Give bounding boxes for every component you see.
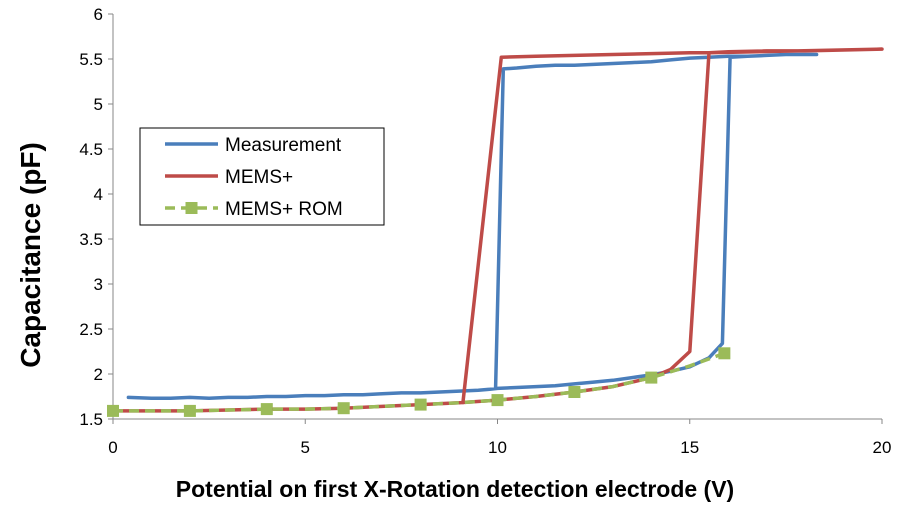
y-tick-label: 2.5	[79, 320, 103, 339]
x-axis-ticks: 0 5 10 15 20	[108, 419, 891, 457]
y-tick-label: 3.5	[79, 230, 103, 249]
data-point	[183, 404, 196, 417]
data-point	[414, 398, 427, 411]
y-tick-label: 3	[94, 275, 103, 294]
series-line-measurement	[126, 52, 819, 401]
data-point	[337, 402, 350, 415]
x-tick-label: 0	[108, 438, 117, 457]
legend-label: Measurement	[225, 135, 342, 156]
legend-label: MEMS+ ROM	[225, 199, 343, 220]
data-point	[107, 404, 119, 417]
data-point	[491, 394, 504, 407]
data-point	[260, 403, 273, 416]
x-tick-label: 5	[301, 438, 310, 457]
y-axis-ticks: 1.5 2 2.5 3 3.5 4 4.5 5 5.5 6	[79, 5, 113, 429]
y-tick-label: 4	[94, 185, 103, 204]
data-point	[718, 347, 731, 360]
data-point	[568, 386, 581, 398]
x-tick-label: 20	[873, 438, 892, 457]
y-tick-label: 6	[94, 5, 103, 24]
data-point	[645, 371, 658, 384]
legend-label: MEMS+	[225, 167, 293, 188]
y-tick-label: 4.5	[79, 140, 103, 159]
legend-marker	[185, 202, 198, 214]
y-tick-label: 5	[94, 95, 103, 114]
y-tick-label: 1.5	[79, 410, 103, 429]
series-layer	[107, 47, 884, 417]
x-tick-label: 10	[488, 438, 507, 457]
y-axis-title: Capacitance (pF)	[15, 142, 46, 368]
y-tick-label: 5.5	[79, 50, 103, 69]
x-tick-label: 15	[680, 438, 699, 457]
x-axis-title: Potential on first X-Rotation detection …	[176, 476, 734, 502]
y-tick-label: 2	[94, 365, 103, 384]
legend: Measurement MEMS+ MEMS+ ROM	[139, 127, 385, 226]
